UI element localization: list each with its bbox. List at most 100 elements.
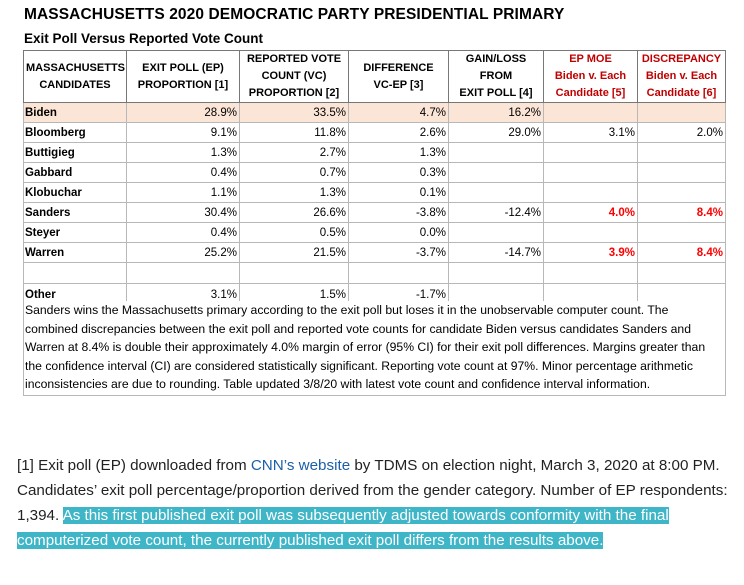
empty-cell bbox=[239, 262, 349, 284]
header-line: PROPORTION [2] bbox=[248, 87, 340, 99]
discrepancy-value: 2.0% bbox=[637, 122, 726, 143]
moe-value bbox=[543, 222, 638, 243]
header-line: Biden v. Each bbox=[554, 70, 627, 82]
footnote: [1] Exit poll (EP) downloaded from CNN’s… bbox=[17, 453, 729, 553]
moe-value: 3.9% bbox=[543, 242, 638, 263]
discrepancy-value: 8.4% bbox=[637, 202, 726, 223]
header-exit-poll: EXIT POLL (EP) PROPORTION [1] bbox=[126, 50, 240, 103]
table-note-row: Sanders wins the Massachusetts primary a… bbox=[23, 301, 726, 396]
header-ep-moe: EP MOE Biden v. Each Candidate [5] bbox=[543, 50, 638, 103]
difference-value: 4.7% bbox=[348, 102, 449, 123]
empty-cell bbox=[348, 262, 449, 284]
table-subtitle: Exit Poll Versus Reported Vote Count bbox=[24, 31, 264, 46]
difference-value: 0.1% bbox=[348, 182, 449, 203]
empty-cell bbox=[637, 283, 726, 301]
moe-value: 3.1% bbox=[543, 122, 638, 143]
exit-poll-value: 30.4% bbox=[126, 202, 240, 223]
header-line: EXIT POLL (EP) bbox=[142, 61, 224, 74]
spacer-row bbox=[23, 262, 726, 284]
candidate-name: Klobuchar bbox=[23, 182, 127, 203]
footnote-text: by TDMS on election night, March 3, 2020… bbox=[17, 457, 728, 524]
empty-cell bbox=[448, 283, 544, 301]
table-row: Bloomberg 9.1% 11.8% 2.6% 29.0% 3.1% 2.0… bbox=[23, 122, 726, 143]
difference-value: -3.8% bbox=[348, 202, 449, 223]
exit-poll-table: MASSACHUSETTS CANDIDATES EXIT POLL (EP) … bbox=[23, 50, 726, 396]
gain-loss-value: 16.2% bbox=[448, 102, 544, 123]
header-vote-count: REPORTED VOTE COUNT (VC) PROPORTION [2] bbox=[239, 50, 349, 103]
cnn-website-link[interactable]: CNN’s website bbox=[250, 457, 351, 474]
header-line: MASSACHUSETTS bbox=[26, 61, 126, 74]
vote-count-value: 26.6% bbox=[239, 202, 349, 223]
vote-count-value: 1.3% bbox=[239, 182, 349, 203]
discrepancy-value bbox=[637, 162, 726, 183]
discrepancy-value bbox=[637, 182, 726, 203]
gain-loss-value bbox=[448, 182, 544, 203]
discrepancy-value bbox=[637, 142, 726, 163]
table-row: Steyer 0.4% 0.5% 0.0% bbox=[23, 222, 726, 243]
header-line: GAIN/LOSS bbox=[465, 53, 527, 65]
empty-cell bbox=[543, 262, 638, 284]
moe-value: 4.0% bbox=[543, 202, 638, 223]
table-row: Sanders 30.4% 26.6% -3.8% -12.4% 4.0% 8.… bbox=[23, 202, 726, 223]
moe-value bbox=[543, 162, 638, 183]
exit-poll-value: 9.1% bbox=[126, 122, 240, 143]
moe-value bbox=[543, 182, 638, 203]
header-line: VC-EP [3] bbox=[373, 78, 424, 91]
vote-count-value: 1.5% bbox=[239, 283, 349, 301]
header-line: CANDIDATES bbox=[39, 78, 111, 91]
header-gain-loss: GAIN/LOSS FROM EXIT POLL [4] bbox=[448, 50, 544, 103]
empty-cell bbox=[543, 283, 638, 301]
table-row-other: Other 3.1% 1.5% -1.7% bbox=[23, 283, 726, 301]
exit-poll-value: 3.1% bbox=[126, 283, 240, 301]
discrepancy-value: 8.4% bbox=[637, 242, 726, 263]
gain-loss-value: -14.7% bbox=[448, 242, 544, 263]
difference-value: -3.7% bbox=[348, 242, 449, 263]
header-line: FROM bbox=[479, 70, 513, 82]
header-line: DISCREPANCY bbox=[641, 53, 722, 65]
header-discrepancy: DISCREPANCY Biden v. Each Candidate [6] bbox=[637, 50, 726, 103]
empty-cell bbox=[23, 262, 127, 284]
vote-count-value: 21.5% bbox=[239, 242, 349, 263]
table-header-row: MASSACHUSETTS CANDIDATES EXIT POLL (EP) … bbox=[23, 50, 726, 103]
header-line: PROPORTION [1] bbox=[137, 78, 229, 91]
header-line: DIFFERENCE bbox=[363, 61, 434, 74]
gain-loss-value bbox=[448, 142, 544, 163]
exit-poll-value: 28.9% bbox=[126, 102, 240, 123]
header-line: EP MOE bbox=[569, 53, 612, 65]
empty-cell bbox=[637, 262, 726, 284]
gain-loss-value bbox=[448, 222, 544, 243]
exit-poll-value: 0.4% bbox=[126, 222, 240, 243]
header-line: Biden v. Each bbox=[645, 70, 718, 82]
candidate-name: Steyer bbox=[23, 222, 127, 243]
vote-count-value: 2.7% bbox=[239, 142, 349, 163]
gain-loss-value bbox=[448, 162, 544, 183]
table-row: Buttigieg 1.3% 2.7% 1.3% bbox=[23, 142, 726, 163]
empty-cell bbox=[126, 262, 240, 284]
table-row: Biden 28.9% 33.5% 4.7% 16.2% bbox=[23, 102, 726, 123]
vote-count-value: 33.5% bbox=[239, 102, 349, 123]
exit-poll-value: 25.2% bbox=[126, 242, 240, 263]
difference-value: 0.0% bbox=[348, 222, 449, 243]
candidate-name: Biden bbox=[23, 102, 127, 123]
table-row: Warren 25.2% 21.5% -3.7% -14.7% 3.9% 8.4… bbox=[23, 242, 726, 263]
candidate-name: Buttigieg bbox=[23, 142, 127, 163]
difference-value: -1.7% bbox=[348, 283, 449, 301]
difference-value: 2.6% bbox=[348, 122, 449, 143]
difference-value: 1.3% bbox=[348, 142, 449, 163]
header-line: Candidate [6] bbox=[646, 87, 717, 99]
header-line: REPORTED VOTE bbox=[246, 53, 342, 65]
candidate-name: Bloomberg bbox=[23, 122, 127, 143]
candidate-name: Sanders bbox=[23, 202, 127, 223]
exit-poll-value: 1.3% bbox=[126, 142, 240, 163]
gain-loss-value: -12.4% bbox=[448, 202, 544, 223]
header-candidates: MASSACHUSETTS CANDIDATES bbox=[23, 50, 127, 103]
candidate-name: Warren bbox=[23, 242, 127, 263]
highlighted-text[interactable]: As this first published exit poll was su… bbox=[17, 507, 669, 549]
gain-loss-value: 29.0% bbox=[448, 122, 544, 143]
candidate-name: Gabbard bbox=[23, 162, 127, 183]
header-line: Candidate [5] bbox=[555, 87, 626, 99]
header-difference: DIFFERENCE VC-EP [3] bbox=[348, 50, 449, 103]
header-line: COUNT (VC) bbox=[261, 70, 327, 82]
empty-cell bbox=[448, 262, 544, 284]
vote-count-value: 0.7% bbox=[239, 162, 349, 183]
